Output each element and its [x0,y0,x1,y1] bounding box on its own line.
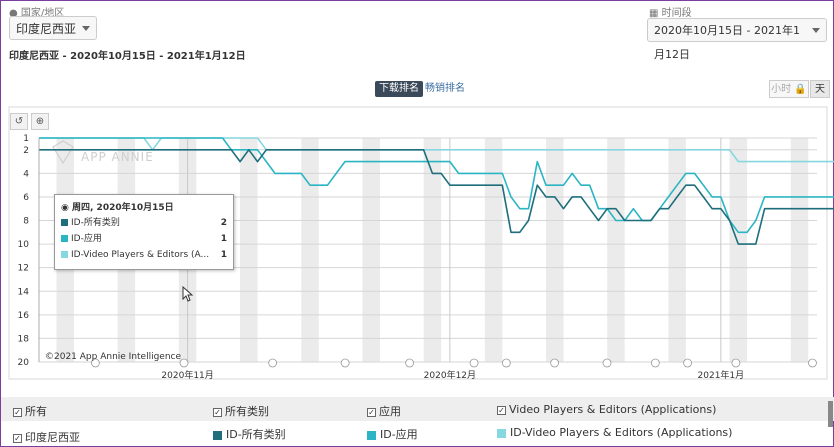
legend-all-checkbox[interactable]: ✓ 所有 [13,405,47,418]
checkbox-checked-icon: ✓ [497,405,506,415]
legend-country-checkbox[interactable]: ✓ 印度尼西亚 [13,431,80,444]
x-tick-label: 2021年1月 [698,369,745,381]
scrollbar-thumb[interactable] [828,401,833,427]
y-tick-label: 4 [23,169,29,179]
weekend-band [362,138,380,362]
annotation-marker-icon [650,358,660,368]
chevron-down-icon [812,28,820,33]
annotation-marker-icon [501,358,511,368]
zoom-in-button[interactable]: ⊕ [31,113,49,130]
tooltip-row-value: 1 [220,234,227,244]
calendar-icon: ▦ [649,8,659,19]
y-tick-label: 2 [23,146,29,156]
granularity-hour-button[interactable]: 小时 🔒 [769,80,809,98]
annotation-marker-icon [268,358,278,368]
y-tick-label: 1 [23,134,29,144]
period-select-value: 2020年10月15日 - 2021年1月12日 [654,24,800,61]
series-swatch [497,428,506,438]
weekend-band [546,138,564,362]
page-subtitle: 印度尼西亚 - 2020年10月15日 - 2021年1月12日 [9,51,246,62]
tooltip-row: ID-所有类别 2 [61,216,227,230]
y-tick-label: 6 [23,193,29,203]
tooltip-row-value: 2 [220,218,227,228]
y-tick-label: 12 [18,264,29,274]
legend-col3-checkbox[interactable]: ✓ Video Players & Editors (Applications) [497,403,717,416]
annotation-marker-icon [340,358,350,368]
legend-series-apps[interactable]: ID-应用 [367,426,418,442]
legend-series-video-players[interactable]: ID-Video Players & Editors (Applications… [497,426,732,439]
tooltip-row: ID-Video Players & Editors (A... 1 [61,248,227,262]
watermark-text: APP ANNIE [81,150,154,164]
y-tick-label: 10 [18,240,30,250]
globe-icon: ● [9,8,18,19]
country-label: ● 国家/地区 [9,8,65,19]
series-swatch [213,430,222,440]
weekend-band [301,138,319,362]
annotation-marker-icon [405,358,415,368]
x-tick-label: 2020年11月 [161,369,213,381]
copyright-text: ©2021 App Annie Intelligence [45,352,182,362]
tab-revenue-rank[interactable]: 畅销排名 [425,83,465,94]
checkbox-checked-icon: ✓ [13,433,22,443]
y-tick-label: 14 [18,287,30,297]
series-line [39,149,834,245]
tooltip-row: ID-应用 1 [61,232,227,246]
mouse-cursor-icon [182,286,194,302]
series-line [39,137,834,234]
country-select[interactable]: 印度尼西亚 [9,16,97,40]
annotation-marker-icon [90,358,100,368]
country-select-value: 印度尼西亚 [16,22,77,36]
chart-frame [8,106,828,380]
y-tick-label: 18 [18,334,30,344]
tab-download-rank[interactable]: 下载排名 [375,81,423,97]
legend-col2-checkbox[interactable]: ✓ 应用 [367,405,401,418]
annotation-marker-icon [602,358,612,368]
annotation-marker-icon [808,358,817,368]
legend-header [1,397,834,421]
tooltip-title: 周四, 2020年10月15日 [72,203,174,213]
y-tick-label: 20 [18,358,30,368]
annotation-marker-icon [179,358,189,368]
lock-icon: 🔒 [794,84,807,95]
checkbox-checked-icon: ✓ [367,407,376,417]
annotation-marker-icon [731,358,741,368]
tooltip-swatch [61,251,68,258]
period-label: ▦ 时间段 [649,8,692,19]
weekend-band [729,138,748,362]
legend-col1-checkbox[interactable]: ✓ 所有类别 [213,405,269,418]
globe-icon: ◉ [61,203,69,213]
tooltip-swatch [61,219,68,226]
tooltip-row-name: ID-应用 [71,234,102,244]
legend-series-all-categories[interactable]: ID-所有类别 [213,426,286,442]
weekend-band [607,138,625,362]
weekend-band [668,138,686,362]
annotation-marker-icon [550,358,560,368]
weekend-band [423,138,442,362]
series-swatch [367,430,376,440]
reset-zoom-button[interactable]: ↺ [10,113,28,130]
chevron-down-icon [82,26,90,31]
app-annie-logo-icon [52,140,74,165]
weekend-band [240,138,258,362]
weekend-band [790,138,809,362]
annotation-marker-icon [469,358,479,368]
tooltip-row-name: ID-Video Players & Editors (A... [71,250,210,260]
annotation-marker-icon [683,358,692,368]
tooltip-row-value: 1 [220,250,227,260]
granularity-day-button[interactable]: 天 [810,80,830,98]
chart-tooltip: ◉ 周四, 2020年10月15日 ID-所有类别 2 ID-应用 1 ID-V… [54,194,234,270]
weekend-band [484,138,503,362]
tooltip-swatch [61,235,68,242]
checkbox-checked-icon: ✓ [213,407,222,417]
tooltip-row-name: ID-所有类别 [71,218,120,228]
period-select[interactable]: 2020年10月15日 - 2021年1月12日 [647,18,827,61]
y-tick-label: 16 [18,311,30,321]
x-tick-label: 2020年12月 [424,369,476,381]
checkbox-checked-icon: ✓ [13,407,22,417]
y-tick-label: 8 [23,217,29,227]
